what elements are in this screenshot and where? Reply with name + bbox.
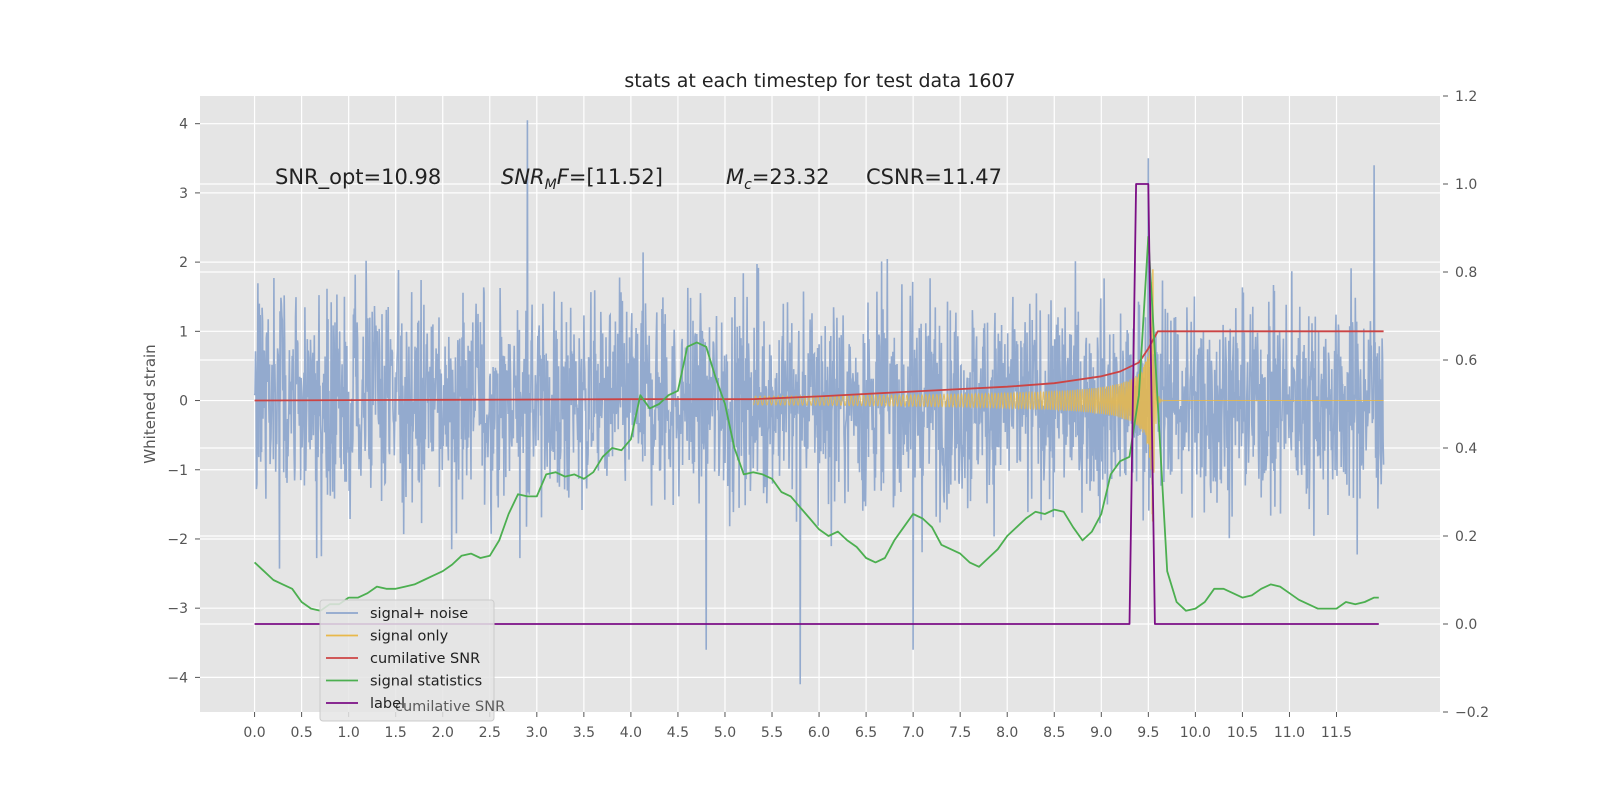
y-tick-label-right: 0.8: [1455, 265, 1477, 281]
mc-suffix: =23.32: [752, 165, 830, 189]
y-tick-label-right: −0.2: [1455, 705, 1489, 721]
snr-mf-value: =[11.52]: [569, 165, 663, 189]
mc-prefix: M: [726, 165, 744, 189]
x-tick-label: 8.0: [996, 725, 1018, 741]
snr-mf-prefix: SNR: [501, 165, 545, 189]
x-tick-label: 11.5: [1321, 725, 1352, 741]
series-label: [254, 183, 1379, 625]
legend-entries: signal+ noise signal only cumilative SNR si…: [326, 606, 482, 712]
series-cumilative-snr: [254, 330, 1384, 402]
y-tick-label-right: 0.0: [1455, 617, 1477, 633]
y-tick-label-left: −3: [167, 601, 188, 617]
y-tick-label-left: 4: [179, 117, 188, 133]
x-tick-label: 5.0: [714, 725, 736, 741]
mc-annotation: Mc=23.32: [726, 165, 830, 193]
y-tick-label-right: 0.6: [1455, 353, 1477, 369]
x-tick-label: 9.5: [1137, 725, 1159, 741]
y-tick-label-left: 1: [179, 324, 188, 340]
x-tick-label: 7.0: [902, 725, 924, 741]
snr-mf-suffix-f: F: [557, 165, 570, 189]
x-tick-label: 5.5: [761, 725, 783, 741]
series-layer: [253, 120, 1385, 685]
y-tick-label-left: −2: [167, 532, 188, 548]
x-tick-label: 1.5: [385, 725, 407, 741]
x-tick-label: 8.5: [1043, 725, 1065, 741]
legend-label: signal+ noise: [370, 606, 468, 622]
series-signal-noise: [253, 120, 1385, 685]
x-tick-label: 1.0: [338, 725, 360, 741]
legend-box: [319, 599, 495, 722]
legend-label: label: [370, 696, 405, 712]
x-tick-label: 0.5: [290, 725, 312, 741]
x-tick-label: 4.0: [620, 725, 642, 741]
x-tick-label: 3.5: [573, 725, 595, 741]
x-tick-label: 4.5: [667, 725, 689, 741]
x-tick-label: 0.0: [243, 725, 265, 741]
y-tick-label-left: 2: [179, 255, 188, 271]
snr-mf-subscript: M: [545, 177, 557, 193]
y-tick-label-left: −4: [167, 670, 188, 686]
csnr-annotation: CSNR=11.47: [866, 165, 1002, 189]
snr-opt-annotation: SNR_opt=10.98: [275, 165, 441, 190]
x-tick-label: 11.0: [1274, 725, 1305, 741]
x-tick-label: 2.5: [479, 725, 501, 741]
x-tick-label: 7.5: [949, 725, 971, 741]
legend-ghost-text: cumilative SNR: [395, 699, 505, 715]
y-tick-label-right: 0.2: [1455, 529, 1477, 545]
y-tick-label-left: 0: [179, 394, 188, 410]
y-axis-label: Whitened strain: [141, 344, 159, 463]
y-tick-label-right: 1.0: [1455, 177, 1477, 193]
series-signal-only: [752, 269, 1384, 522]
mc-subscript: c: [744, 177, 752, 193]
x-tick-label: 6.5: [855, 725, 877, 741]
legend-label: signal only: [370, 629, 449, 645]
y-tick-label-left: −1: [167, 463, 188, 479]
legend-label: signal statistics: [370, 674, 482, 690]
legend-label: cumilative SNR: [370, 651, 480, 667]
y-tick-label-left: 3: [179, 186, 188, 202]
x-tick-label: 10.5: [1227, 725, 1258, 741]
x-tick-label: 3.0: [526, 725, 548, 741]
snr-mf-annotation: SNRMF=[11.52]: [501, 165, 663, 193]
chart-title: stats at each timestep for test data 160…: [624, 70, 1015, 92]
series-signal-statistics: [253, 235, 1379, 612]
axes: 0.0 0.5 1.0 1.5 2.0 2.5 3.0 3.5 4.0 4.5 5.0 5.5 6.0 6…: [167, 89, 1489, 741]
x-tick-label: 6.0: [808, 725, 830, 741]
y-tick-label-right: 1.2: [1455, 89, 1477, 105]
x-tick-label: 10.0: [1180, 725, 1211, 741]
x-tick-label: 2.0: [432, 725, 454, 741]
y-tick-label-right: 0.4: [1455, 441, 1477, 457]
legend: cumilative SNR signal+ noise signal only c…: [319, 599, 505, 722]
x-tick-label: 9.0: [1090, 725, 1112, 741]
